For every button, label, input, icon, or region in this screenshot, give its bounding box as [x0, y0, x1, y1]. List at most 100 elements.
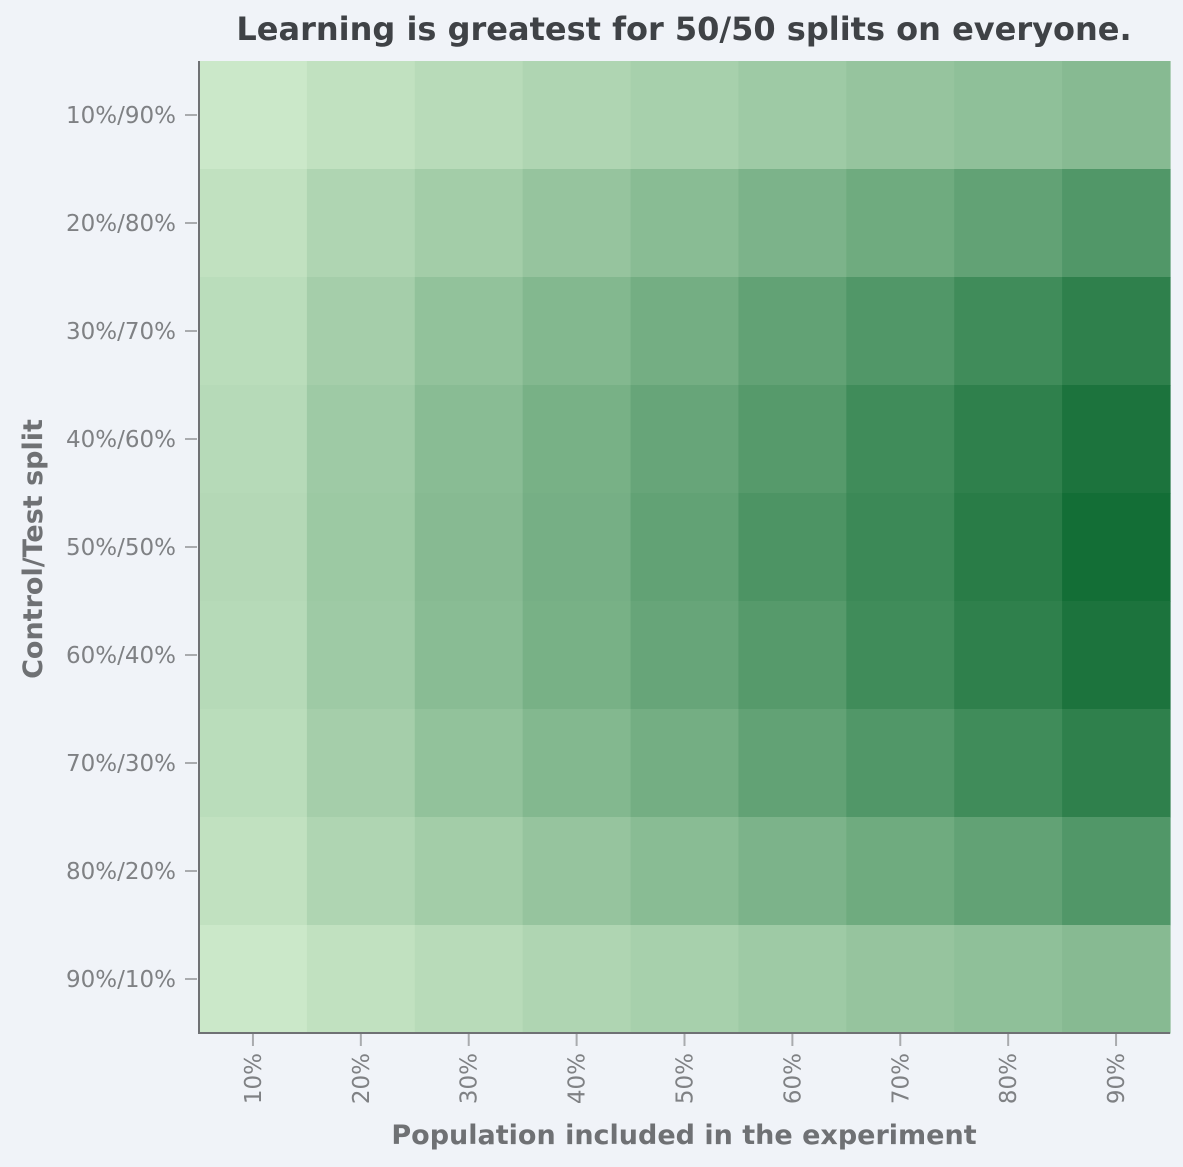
heatmap-cell — [199, 925, 308, 1034]
heatmap-cell — [954, 277, 1063, 386]
x-axis-ticks: 10% 20% 30% 40% 50% 60% 70% 80% 90% — [241, 1034, 1130, 1104]
heatmap-cell — [954, 493, 1063, 602]
heatmap-cell — [306, 925, 416, 1034]
heatmap-cell — [1062, 493, 1171, 602]
heatmap-cell — [846, 169, 955, 278]
heatmap-cell — [738, 385, 847, 494]
heatmap-cell — [738, 925, 847, 1034]
heatmap-cell — [199, 709, 308, 818]
y-tick-label: 70%/30% — [66, 751, 176, 777]
y-tick-label: 30%/70% — [66, 319, 176, 345]
heatmap-cell — [630, 169, 740, 278]
heatmap-cell — [630, 61, 740, 170]
heatmap-cell — [954, 385, 1063, 494]
x-tick-label: 70% — [888, 1053, 914, 1104]
heatmap-cell — [738, 169, 847, 278]
heatmap-cell — [199, 169, 308, 278]
heatmap-cell — [738, 277, 847, 386]
heatmap-cell — [630, 601, 740, 710]
heatmap-cell — [414, 601, 524, 710]
heatmap-cell — [738, 601, 847, 710]
x-tick-label: 60% — [780, 1053, 806, 1104]
heatmap-cell — [1062, 385, 1171, 494]
y-tick-label: 60%/40% — [66, 643, 176, 669]
heatmap-cell — [738, 817, 847, 926]
x-tick-label: 50% — [673, 1053, 699, 1104]
heatmap-cell — [306, 169, 416, 278]
heatmap-cell — [954, 169, 1063, 278]
heatmap-cell — [522, 601, 632, 710]
heatmap-cell — [199, 817, 308, 926]
heatmap-cell — [522, 493, 632, 602]
y-tick-label: 20%/80% — [66, 211, 176, 237]
y-tick-label: 40%/60% — [66, 427, 176, 453]
heatmap-cell — [954, 817, 1063, 926]
heatmap-cell — [414, 709, 524, 818]
heatmap-cell — [846, 493, 955, 602]
heatmap-cell — [306, 61, 416, 170]
heatmap-cell — [414, 817, 524, 926]
heatmap-cell — [306, 277, 416, 386]
heatmap-cell — [1062, 817, 1171, 926]
heatmap-cell — [954, 925, 1063, 1034]
heatmap-cell — [522, 61, 632, 170]
y-tick-label: 80%/20% — [66, 859, 176, 885]
heatmap-cell — [199, 61, 308, 170]
heatmap-cell — [846, 385, 955, 494]
x-tick-label: 80% — [996, 1053, 1022, 1104]
x-tick-label: 10% — [241, 1053, 267, 1104]
heatmap-cell — [1062, 925, 1171, 1034]
heatmap-cell — [306, 709, 416, 818]
chart-title: Learning is greatest for 50/50 splits on… — [236, 10, 1131, 48]
heatmap-cell — [522, 709, 632, 818]
heatmap-cell — [522, 817, 632, 926]
y-axis-ticks: 10%/90% 20%/80% 30%/70% 40%/60% 50%/50% 60%/4… — [66, 103, 197, 993]
heatmap-cell — [1062, 169, 1171, 278]
heatmap-cell — [414, 277, 524, 386]
heatmap-cell — [954, 709, 1063, 818]
heatmap-cell — [630, 925, 740, 1034]
heatmap-cell — [522, 169, 632, 278]
heatmap-cell — [522, 925, 632, 1034]
heatmap-cell — [414, 385, 524, 494]
heatmap-cell — [954, 61, 1063, 170]
heatmap-cell — [630, 493, 740, 602]
x-tick-label: 30% — [457, 1053, 483, 1104]
heatmap-cell — [738, 493, 847, 602]
heatmap-cell — [414, 169, 524, 278]
y-axis-title: Control/Test split — [18, 419, 49, 679]
heatmap-cell — [630, 709, 740, 818]
heatmap-cell — [846, 277, 955, 386]
heatmap-cell — [1062, 601, 1171, 710]
heatmap-cell — [199, 385, 308, 494]
heatmap-cell — [1062, 709, 1171, 818]
heatmap-cell — [306, 385, 416, 494]
heatmap-cell — [414, 493, 524, 602]
heatmap-cells — [199, 61, 1171, 1034]
y-tick-label: 90%/10% — [66, 967, 176, 993]
y-tick-label: 50%/50% — [66, 535, 176, 561]
heatmap-cell — [630, 277, 740, 386]
heatmap-cell — [199, 277, 308, 386]
heatmap-cell — [738, 61, 847, 170]
heatmap-cell — [738, 709, 847, 818]
heatmap-cell — [414, 61, 524, 170]
x-tick-label: 20% — [349, 1053, 375, 1104]
heatmap-cell — [1062, 277, 1171, 386]
heatmap-cell — [846, 925, 955, 1034]
x-tick-label: 90% — [1104, 1053, 1130, 1104]
heatmap-cell — [846, 601, 955, 710]
heatmap-cell — [414, 925, 524, 1034]
heatmap-cell — [306, 493, 416, 602]
heatmap-cell — [522, 277, 632, 386]
y-tick-label: 10%/90% — [66, 103, 176, 129]
heatmap-cell — [846, 61, 955, 170]
heatmap-cell — [630, 385, 740, 494]
heatmap-cell — [630, 817, 740, 926]
heatmap-cell — [199, 601, 308, 710]
heatmap-cell — [846, 817, 955, 926]
heatmap-cell — [954, 601, 1063, 710]
heatmap-cell — [846, 709, 955, 818]
